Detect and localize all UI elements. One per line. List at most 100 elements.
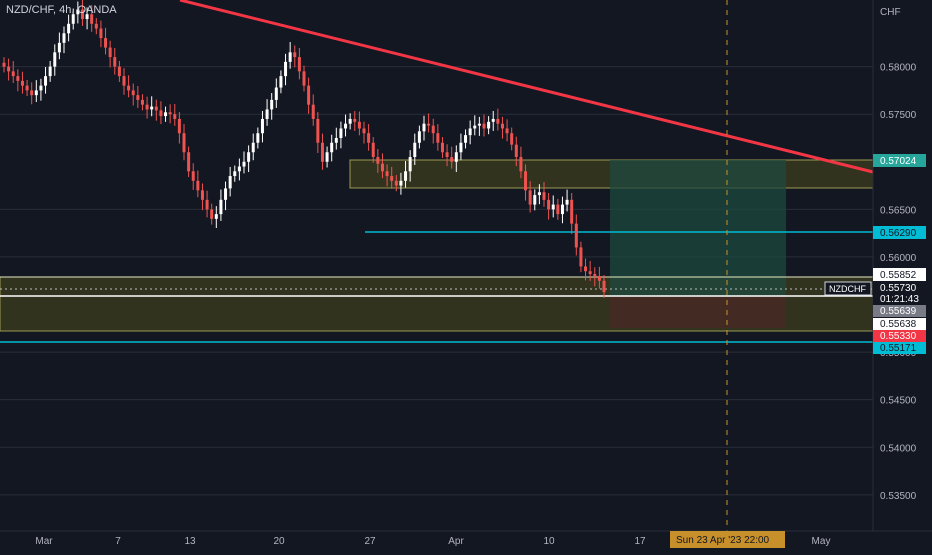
candle-body: [71, 14, 75, 24]
symbol-header[interactable]: NZD/CHF, 4h, OANDA: [6, 4, 117, 16]
candle-body: [353, 118, 357, 122]
candle-body: [94, 23, 98, 29]
candle-body: [542, 192, 546, 200]
candle-body: [528, 190, 532, 205]
candle-body: [274, 87, 278, 100]
candle-body: [482, 123, 486, 129]
trendline[interactable]: [179, 0, 874, 174]
candle-body: [556, 204, 560, 215]
candle-body: [602, 280, 606, 293]
time-tick-label: 10: [543, 536, 555, 547]
candle-body: [385, 171, 389, 177]
candle-body: [367, 133, 371, 143]
candle-body: [297, 57, 301, 72]
time-tick-label: 27: [364, 536, 376, 547]
candle-body: [117, 66, 121, 77]
candle-body: [270, 99, 274, 110]
candle-body: [477, 123, 481, 126]
candle-body: [436, 133, 440, 143]
candle-body: [265, 109, 269, 119]
time-tick-label: May: [812, 536, 831, 547]
candle-body: [104, 38, 108, 48]
candle-body: [380, 163, 384, 172]
candle-body: [487, 121, 491, 129]
time-axis[interactable]: [0, 531, 932, 550]
candle-body: [154, 106, 158, 111]
time-ticks: Mar 7 13 20 27 Apr 10 17 May: [35, 536, 830, 547]
candle-body: [224, 188, 228, 200]
last-close-text: 0.55639: [880, 306, 917, 317]
candle-body: [251, 142, 255, 153]
level-lower-text: 0.55171: [880, 343, 917, 354]
stop-price-label: 0.55330: [873, 330, 926, 342]
candle-body: [450, 157, 454, 162]
candle-body: [514, 144, 518, 158]
time-tick-label: Mar: [35, 536, 53, 547]
crosshair-time-label: Sun 23 Apr '23 22:00: [670, 531, 785, 548]
time-tick-label: Apr: [448, 536, 464, 547]
price-tick-label: 0.57500: [880, 110, 917, 121]
candle-body: [376, 157, 380, 164]
target-price-text: 0.57024: [880, 156, 917, 167]
stop-price-text: 0.55330: [880, 331, 917, 342]
candle-body: [524, 171, 528, 191]
candle-body: [357, 121, 361, 129]
candle-body: [85, 14, 89, 20]
candle-body: [187, 152, 191, 172]
time-tick-label: 7: [115, 536, 121, 547]
candle-body: [473, 125, 477, 129]
candle-body: [496, 118, 500, 124]
level-upper-label: 0.56290: [873, 226, 926, 239]
candle-body: [62, 33, 66, 43]
candle-body: [413, 142, 417, 158]
candle-body: [76, 9, 80, 15]
candle-body: [537, 192, 541, 196]
candle-body: [468, 128, 472, 136]
entry-price-text: 0.55638: [880, 319, 917, 330]
profit-zone[interactable]: [610, 160, 786, 296]
candle-body: [279, 76, 283, 88]
candle-body: [570, 199, 574, 224]
price-axis-currency: CHF: [880, 7, 901, 18]
candle-body: [597, 275, 601, 281]
candle-body: [302, 71, 306, 86]
candle-body: [127, 85, 131, 91]
candle-body: [205, 199, 209, 210]
candle-body: [505, 128, 509, 134]
loss-zone[interactable]: [610, 296, 786, 328]
level-lower-label: 0.55171: [873, 342, 926, 354]
price-tick-label: 0.54000: [880, 443, 917, 454]
candle-body: [440, 142, 444, 153]
candle-body: [293, 52, 297, 58]
candle-body: [247, 152, 251, 162]
candle-body: [39, 85, 43, 91]
candle-body: [228, 176, 232, 189]
candle-body: [159, 110, 163, 117]
candle-body: [547, 199, 551, 210]
candle-body: [344, 123, 348, 129]
candle-body: [390, 176, 394, 181]
candle-body: [25, 85, 29, 91]
candle-body: [533, 195, 537, 205]
candle-body: [399, 180, 403, 186]
candle-body: [57, 42, 61, 53]
candle-body: [417, 131, 421, 143]
price-axis[interactable]: [873, 0, 932, 531]
candle-body: [404, 171, 408, 181]
candle-body: [584, 266, 588, 272]
candle-body: [173, 114, 177, 119]
symbol-tag-text: NZDCHF: [829, 284, 866, 294]
candle-body: [320, 142, 324, 162]
crosshair-time-text: Sun 23 Apr '23 22:00: [676, 535, 770, 546]
candle-body: [7, 66, 11, 72]
candle-body: [20, 80, 24, 86]
candle-body: [422, 123, 426, 132]
candle-body: [140, 99, 144, 105]
candle-body: [145, 104, 149, 110]
zone-top-label: 0.55852: [873, 268, 926, 281]
price-tick-label: 0.56500: [880, 205, 917, 216]
candle-body: [431, 125, 435, 134]
